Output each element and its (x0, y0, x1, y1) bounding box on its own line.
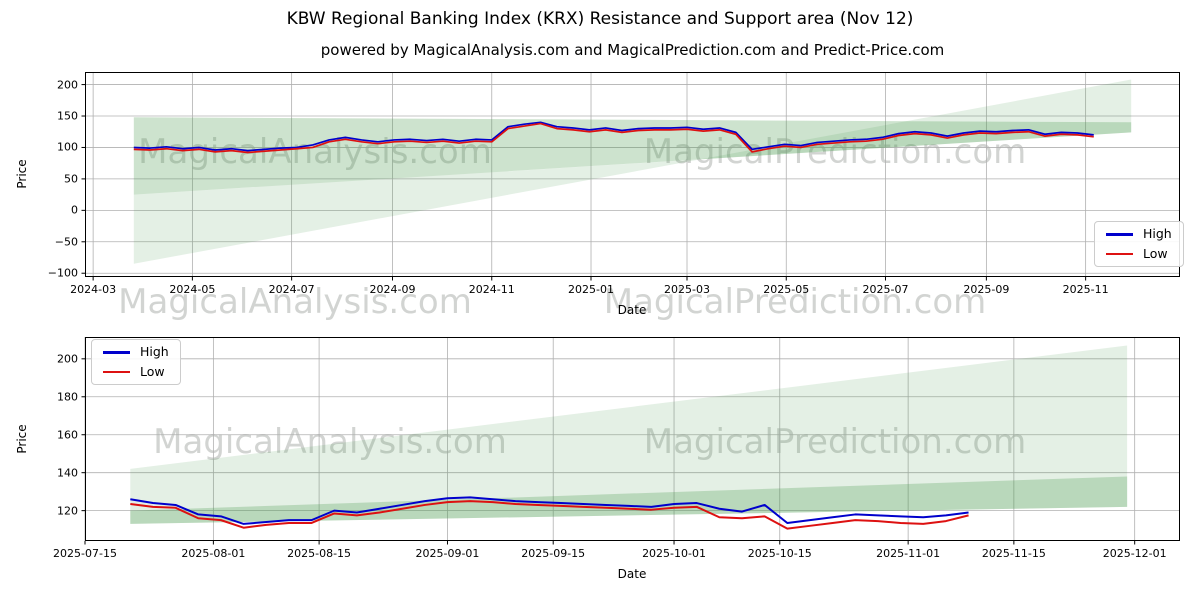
x-tick-label: 2025-10-15 (747, 547, 812, 560)
x-tick-label: 2025-08-01 (181, 547, 246, 560)
page-subtitle: powered by MagicalAnalysis.com and Magic… (320, 41, 945, 59)
x-tick-label: 2025-07-15 (53, 547, 117, 560)
support-area-left-wedge (133, 159, 701, 264)
watermark-magicalanalysis: MagicalAnalysis.com (118, 282, 472, 322)
y-tick-label: 120 (57, 504, 78, 518)
top-chart: 2024-03 2024-05 2024-07 2024-09 2024-11 2025-… (48, 72, 1180, 296)
x-tick-label: 2025-09-01 (415, 547, 480, 560)
x-tick-label: 2024-11 (468, 283, 515, 296)
low-line (133, 122, 1094, 154)
legend-item-low: Low (103, 363, 169, 379)
x-tick-label: 2024-03 (70, 283, 117, 296)
x-tick-label: 2025-09-15 (521, 547, 586, 560)
x-tick-label: 2025-11-15 (981, 547, 1046, 560)
x-tick-label: 2025-07 (862, 283, 909, 296)
y-tick-label: 50 (64, 172, 78, 186)
high-line (130, 496, 969, 525)
watermark-magicalanalysis: MagicalAnalysis.com (153, 422, 507, 462)
page-title: KBW Regional Banking Index (KRX) Resista… (286, 9, 914, 29)
y-tick-label: 180 (57, 390, 78, 404)
legend-item-high: High (1106, 226, 1172, 241)
legend-label-high: High (140, 344, 169, 359)
x-tick-label: 2024-07 (268, 283, 315, 296)
x-tick-label: 2025-11 (1062, 283, 1109, 296)
x-axis-label-bottom: Date (617, 567, 647, 581)
high-line-swatch (1106, 233, 1133, 236)
x-tick-label: 2025-11-01 (876, 547, 941, 560)
x-axis-label-top: Date (617, 303, 647, 317)
plot-area (81, 337, 1180, 545)
x-tick-label: 2025-08-15 (287, 547, 352, 560)
x-tick-label: 2024-09 (369, 283, 416, 296)
legend-top-chart: High Low (1094, 221, 1184, 267)
y-tick-label: −100 (47, 266, 78, 280)
y-tick-label: 0 (71, 203, 78, 217)
high-line (133, 121, 1094, 152)
y-tick-label: 100 (57, 140, 78, 154)
x-tick-label: 2025-05 (763, 283, 810, 296)
legend-item-high: High (103, 344, 169, 359)
y-tick-label: 150 (57, 109, 78, 123)
x-tick-label: 2025-03 (664, 283, 710, 296)
legend-bottom-chart: High Low (91, 339, 181, 385)
low-line (130, 500, 969, 530)
legend-label-low: Low (140, 363, 165, 379)
y-axis-label-top: Price (15, 159, 29, 189)
plot-area (81, 72, 1180, 281)
y-tick-label: 200 (57, 78, 78, 92)
y-tick-label: 200 (57, 352, 78, 366)
bottom-chart: 2025-07-15 2025-08-01 2025-08-15 2025-09-01… (53, 337, 1180, 560)
axes-frame (85, 337, 1180, 541)
support-area-right-wedge (700, 79, 1132, 160)
y-tick-label: −50 (54, 235, 78, 249)
low-line-swatch (103, 370, 130, 373)
x-tick-label: 2025-12-01 (1102, 547, 1167, 560)
x-tick-label: 2024-05 (169, 283, 216, 296)
legend-label-low: Low (1143, 245, 1168, 261)
y-tick-label: 160 (57, 428, 78, 442)
x-tick-label: 2025-09 (963, 283, 1010, 296)
watermark-magicalprediction: MagicalPrediction.com (603, 282, 987, 322)
legend-label-high: High (1143, 226, 1172, 241)
legend-item-low: Low (1106, 245, 1172, 261)
high-line-swatch (103, 351, 130, 354)
y-axis-label-bottom: Price (15, 424, 29, 454)
axes-frame (85, 72, 1180, 277)
watermark-magicalanalysis: MagicalAnalysis.com (138, 132, 492, 172)
watermark-magicalprediction: MagicalPrediction.com (643, 132, 1027, 172)
y-tick-label: 140 (57, 466, 78, 480)
x-tick-label: 2025-01 (568, 283, 614, 296)
low-line-swatch (1106, 252, 1133, 255)
support-area (130, 345, 1128, 524)
watermark-magicalprediction: MagicalPrediction.com (643, 422, 1027, 462)
x-tick-label: 2025-10-01 (642, 547, 706, 560)
